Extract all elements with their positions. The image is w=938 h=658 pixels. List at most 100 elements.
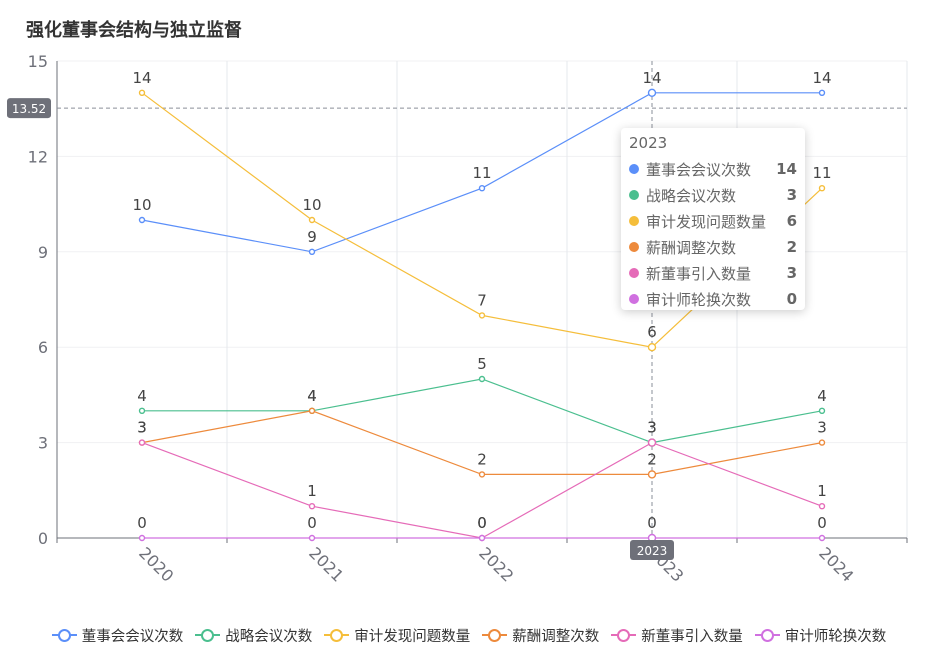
data-label: 3 — [137, 419, 147, 437]
legend-label: 审计师轮换次数 — [784, 628, 887, 645]
data-label: 3 — [647, 419, 657, 437]
data-point — [818, 534, 826, 542]
data-label: 10 — [302, 196, 321, 214]
tooltip-row: 审计发现问题数量 6 — [629, 208, 797, 234]
data-label: 7 — [477, 291, 487, 309]
series-color-dot — [629, 242, 639, 252]
tooltip-row: 新董事引入数量 3 — [629, 260, 797, 286]
legend-item[interactable]: 薪酬调整次数 — [482, 625, 599, 646]
data-label: 3 — [817, 419, 827, 437]
data-label: 14 — [812, 69, 831, 87]
data-point — [478, 534, 486, 542]
data-point — [478, 312, 486, 319]
x-tick-label: 2021 — [305, 543, 347, 585]
legend-item[interactable]: 新董事引入数量 — [611, 625, 743, 646]
legend-line-circle-icon — [611, 628, 637, 642]
data-point — [478, 375, 486, 383]
legend-item[interactable]: 战略会议次数 — [195, 625, 312, 646]
series-line — [142, 378, 823, 444]
tooltip-series-value: 14 — [776, 160, 797, 178]
data-label: 6 — [647, 323, 657, 341]
x-tick-label: 2024 — [815, 543, 857, 585]
data-point — [308, 503, 316, 510]
data-label: 0 — [307, 514, 317, 532]
data-point — [647, 470, 657, 479]
tooltip-series-value: 3 — [786, 264, 797, 282]
data-label: 4 — [817, 387, 827, 405]
tooltip-series-name: 新董事引入数量 — [646, 264, 752, 283]
data-point — [647, 343, 657, 352]
data-label: 14 — [132, 69, 151, 87]
data-label: 3 — [137, 419, 147, 437]
data-label: 1 — [307, 482, 317, 500]
y-tick-label: 6 — [38, 338, 48, 357]
tooltip-series-name: 审计师轮换次数 — [646, 290, 752, 309]
tooltip-series-value: 0 — [786, 290, 797, 308]
data-point — [647, 88, 657, 98]
data-label: 11 — [472, 164, 491, 182]
data-point — [478, 471, 486, 478]
legend-item[interactable]: 审计师轮换次数 — [754, 625, 887, 646]
legend-line-circle-icon — [482, 628, 508, 642]
legend-label: 审计发现问题数量 — [354, 628, 471, 645]
data-label: 3 — [647, 419, 657, 437]
data-label: 2 — [477, 450, 487, 468]
data-label: 0 — [477, 514, 487, 532]
tooltip-series-value: 3 — [786, 186, 797, 204]
tooltip-row: 薪酬调整次数 2 — [629, 234, 797, 260]
data-label: 0 — [817, 514, 827, 532]
data-label: 0 — [647, 514, 657, 532]
chart-title: 强化董事会结构与独立监督 — [26, 20, 242, 41]
legend-label: 战略会议次数 — [225, 628, 313, 645]
y-tick-label: 3 — [38, 434, 48, 453]
pointer-category-label: 2023 — [637, 544, 668, 558]
data-point — [138, 439, 146, 446]
data-label: 10 — [132, 196, 151, 214]
data-point — [818, 184, 826, 192]
pointer-category-box — [630, 540, 674, 560]
data-point — [138, 89, 146, 97]
legend-line-circle-icon — [51, 628, 77, 642]
data-label: 2 — [647, 450, 657, 468]
tooltip-row: 审计师轮换次数 0 — [629, 286, 797, 312]
data-point — [138, 534, 146, 542]
tooltip-row: 董事会会议次数 14 — [629, 156, 797, 182]
tooltip-title: 2023 — [629, 134, 668, 152]
tooltip-series-value: 6 — [786, 212, 797, 230]
data-label: 4 — [307, 387, 317, 405]
pointer-value-box — [7, 98, 51, 119]
legend-label: 新董事引入数量 — [641, 628, 743, 645]
data-point — [138, 216, 146, 224]
series-color-dot — [629, 190, 639, 200]
data-label: 11 — [812, 164, 831, 182]
y-tick-label: 0 — [38, 529, 48, 548]
data-point — [478, 184, 486, 192]
data-point — [138, 407, 146, 414]
tooltip-series-name: 战略会议次数 — [646, 186, 737, 205]
legend-label: 薪酬调整次数 — [512, 628, 600, 645]
legend-item[interactable]: 审计发现问题数量 — [324, 625, 470, 646]
data-label: 5 — [477, 355, 487, 373]
data-label: 4 — [307, 387, 317, 405]
pointer-value-label: 13.52 — [12, 102, 46, 116]
legend-line-circle-icon — [324, 628, 350, 642]
data-point — [308, 216, 316, 224]
legend-item[interactable]: 董事会会议次数 — [51, 625, 184, 646]
chart-legend: 董事会会议次数 战略会议次数 审计发现问题数量 薪酬调整次数 新董事引入数量 审… — [0, 624, 938, 646]
tooltip-row: 战略会议次数 3 — [629, 182, 797, 208]
tooltip-series-value: 2 — [786, 238, 797, 256]
legend-line-circle-icon — [754, 628, 780, 642]
data-label: 9 — [307, 228, 317, 246]
data-point — [818, 89, 826, 97]
legend-label: 董事会会议次数 — [81, 628, 184, 645]
data-point — [818, 503, 826, 510]
tooltip: 2023 董事会会议次数 14 战略会议次数 3 审计发现问题数量 6 薪酬调整… — [621, 128, 805, 310]
x-tick-label: 2022 — [475, 543, 517, 585]
tooltip-series-name: 薪酬调整次数 — [646, 238, 737, 257]
data-point — [818, 439, 826, 446]
y-tick-label: 9 — [38, 243, 48, 262]
data-point — [308, 534, 316, 542]
data-label: 1 — [817, 482, 827, 500]
x-tick-label: 2020 — [135, 543, 177, 585]
